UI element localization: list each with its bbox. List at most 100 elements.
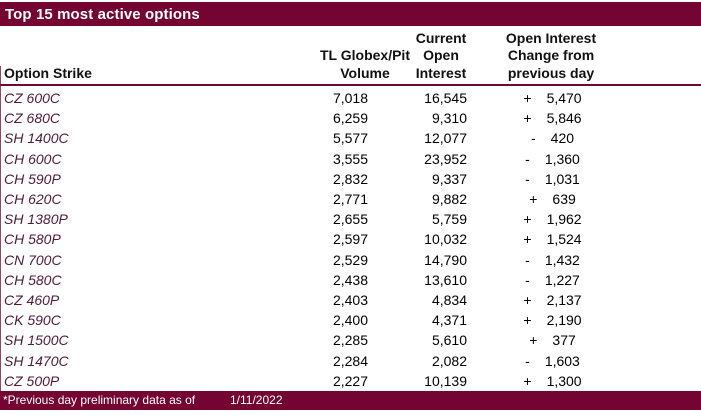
option-strike-cell: CZ 460P	[4, 291, 60, 308]
column-header-volume-line1: TL Globex/Pit	[320, 47, 410, 63]
column-header-volume: TL Globex/Pit Volume	[275, 47, 455, 82]
column-header-open-interest-line2: Open	[423, 47, 459, 63]
open-interest-cell: 9,337	[431, 170, 467, 187]
change-sign: +	[523, 291, 532, 308]
column-header-open-interest: Current Open Interest	[371, 30, 511, 83]
open-interest-cell: 10,032	[424, 231, 467, 248]
change-value: 420	[550, 130, 575, 147]
change-sign: -	[525, 251, 530, 268]
option-strike-cell: SH 1500C	[4, 332, 69, 349]
oi-change-cell: -1,360	[475, 149, 630, 169]
open-interest-cell: 4,371	[431, 312, 467, 329]
volume-cell: 2,771	[332, 191, 368, 208]
table-row: CH 580C 2,438 13,610 -1,227	[0, 270, 701, 290]
change-value: 1,227	[544, 271, 580, 288]
oi-change-cell: -1,603	[475, 350, 630, 370]
change-sign: -	[525, 352, 530, 369]
open-interest-cell: 9,310	[431, 110, 467, 127]
oi-change-cell: +1,962	[475, 209, 630, 229]
change-value: 377	[552, 332, 576, 349]
volume-cell: 2,285	[332, 332, 368, 349]
filler-cell	[630, 250, 701, 270]
change-value: 1,300	[546, 372, 582, 389]
filler-cell	[630, 149, 701, 169]
filler-cell	[630, 88, 701, 108]
oi-change-cell: -1,432	[475, 250, 630, 270]
option-strike-cell: CN 700C	[4, 251, 62, 268]
column-header-oi-change-line3: previous day	[507, 64, 595, 81]
page-title: Top 15 most active options	[5, 5, 200, 23]
open-interest-cell: 23,952	[424, 150, 467, 167]
volume-cell: 2,529	[332, 251, 368, 268]
volume-cell: 2,284	[332, 352, 368, 369]
change-value: 5,470	[546, 90, 582, 107]
filler-cell	[630, 350, 701, 370]
filler-cell	[630, 290, 701, 310]
change-sign: +	[529, 191, 538, 208]
column-header-oi-change: Open Interest Change from previous day	[471, 30, 631, 83]
change-value: 1,962	[546, 211, 582, 228]
volume-cell: 2,832	[332, 170, 368, 187]
open-interest-cell: 4,834	[431, 291, 467, 308]
oi-change-cell: -1,031	[475, 169, 630, 189]
option-strike-cell: CH 600C	[4, 150, 62, 167]
change-sign: +	[523, 110, 532, 127]
filler-cell	[630, 209, 701, 229]
oi-change-cell: +2,137	[475, 290, 630, 310]
open-interest-cell: 13,610	[424, 271, 467, 288]
option-strike-cell: SH 1470C	[4, 352, 69, 369]
filler-cell	[630, 189, 701, 209]
option-strike-cell: CH 590P	[4, 170, 61, 187]
option-strike-cell: SH 1400C	[4, 130, 69, 147]
change-value: 1,031	[544, 170, 580, 187]
options-table: CZ 600C 7,018 16,545 +5,470 CZ 680C 6,25…	[0, 88, 701, 391]
open-interest-cell: 10,139	[424, 372, 467, 389]
volume-cell: 2,403	[332, 291, 368, 308]
oi-change-cell: +2,190	[475, 310, 630, 330]
change-value: 1,524	[546, 231, 582, 248]
change-sign: +	[523, 211, 532, 228]
table-row: CH 600C 3,555 23,952 -1,360	[0, 149, 701, 169]
open-interest-cell: 9,882	[431, 191, 467, 208]
change-value: 1,603	[544, 352, 580, 369]
table-header: Option Strike TL Globex/Pit Volume Curre…	[0, 26, 701, 86]
open-interest-cell: 16,545	[424, 90, 467, 107]
change-value: 2,190	[546, 312, 582, 329]
filler-cell	[630, 310, 701, 330]
table-row: SH 1500C 2,285 5,610 +377	[0, 330, 701, 350]
table-row: CH 580P 2,597 10,032 +1,524	[0, 229, 701, 249]
option-strike-cell: SH 1380P	[4, 211, 68, 228]
volume-cell: 3,555	[332, 150, 368, 167]
option-strike-cell: CK 590C	[4, 312, 61, 329]
change-sign: +	[523, 372, 532, 389]
open-interest-cell: 12,077	[424, 130, 467, 147]
oi-change-cell: +639	[475, 189, 630, 209]
volume-cell: 6,259	[332, 110, 368, 127]
oi-change-cell: +5,846	[475, 108, 630, 128]
oi-change-cell: +1,524	[475, 229, 630, 249]
column-header-open-interest-line1: Current	[415, 29, 467, 46]
option-strike-cell: CZ 500P	[4, 372, 60, 389]
table-row: CK 590C 2,400 4,371 +2,190	[0, 310, 701, 330]
filler-cell	[630, 330, 701, 350]
volume-cell: 5,577	[332, 130, 368, 147]
change-sign: +	[523, 312, 532, 329]
open-interest-cell: 2,082	[431, 352, 467, 369]
filler-cell	[630, 128, 701, 148]
options-table-body: CZ 600C 7,018 16,545 +5,470 CZ 680C 6,25…	[0, 88, 701, 391]
column-header-oi-change-line2: Change from	[507, 47, 595, 63]
oi-change-cell: -1,227	[475, 270, 630, 290]
option-strike-cell: CH 620C	[4, 191, 62, 208]
option-strike-cell: CZ 600C	[4, 90, 61, 107]
option-strike-cell: CH 580P	[4, 231, 61, 248]
oi-change-cell: +5,470	[475, 88, 630, 108]
volume-cell: 2,400	[332, 312, 368, 329]
open-interest-cell: 14,790	[424, 251, 467, 268]
volume-cell: 2,438	[332, 271, 368, 288]
filler-cell	[630, 270, 701, 290]
volume-cell: 2,597	[332, 231, 368, 248]
change-value: 5,846	[546, 110, 582, 127]
column-header-option-strike: Option Strike	[4, 64, 92, 81]
filler-cell	[630, 169, 701, 189]
column-header-open-interest-line3: Interest	[415, 64, 467, 81]
